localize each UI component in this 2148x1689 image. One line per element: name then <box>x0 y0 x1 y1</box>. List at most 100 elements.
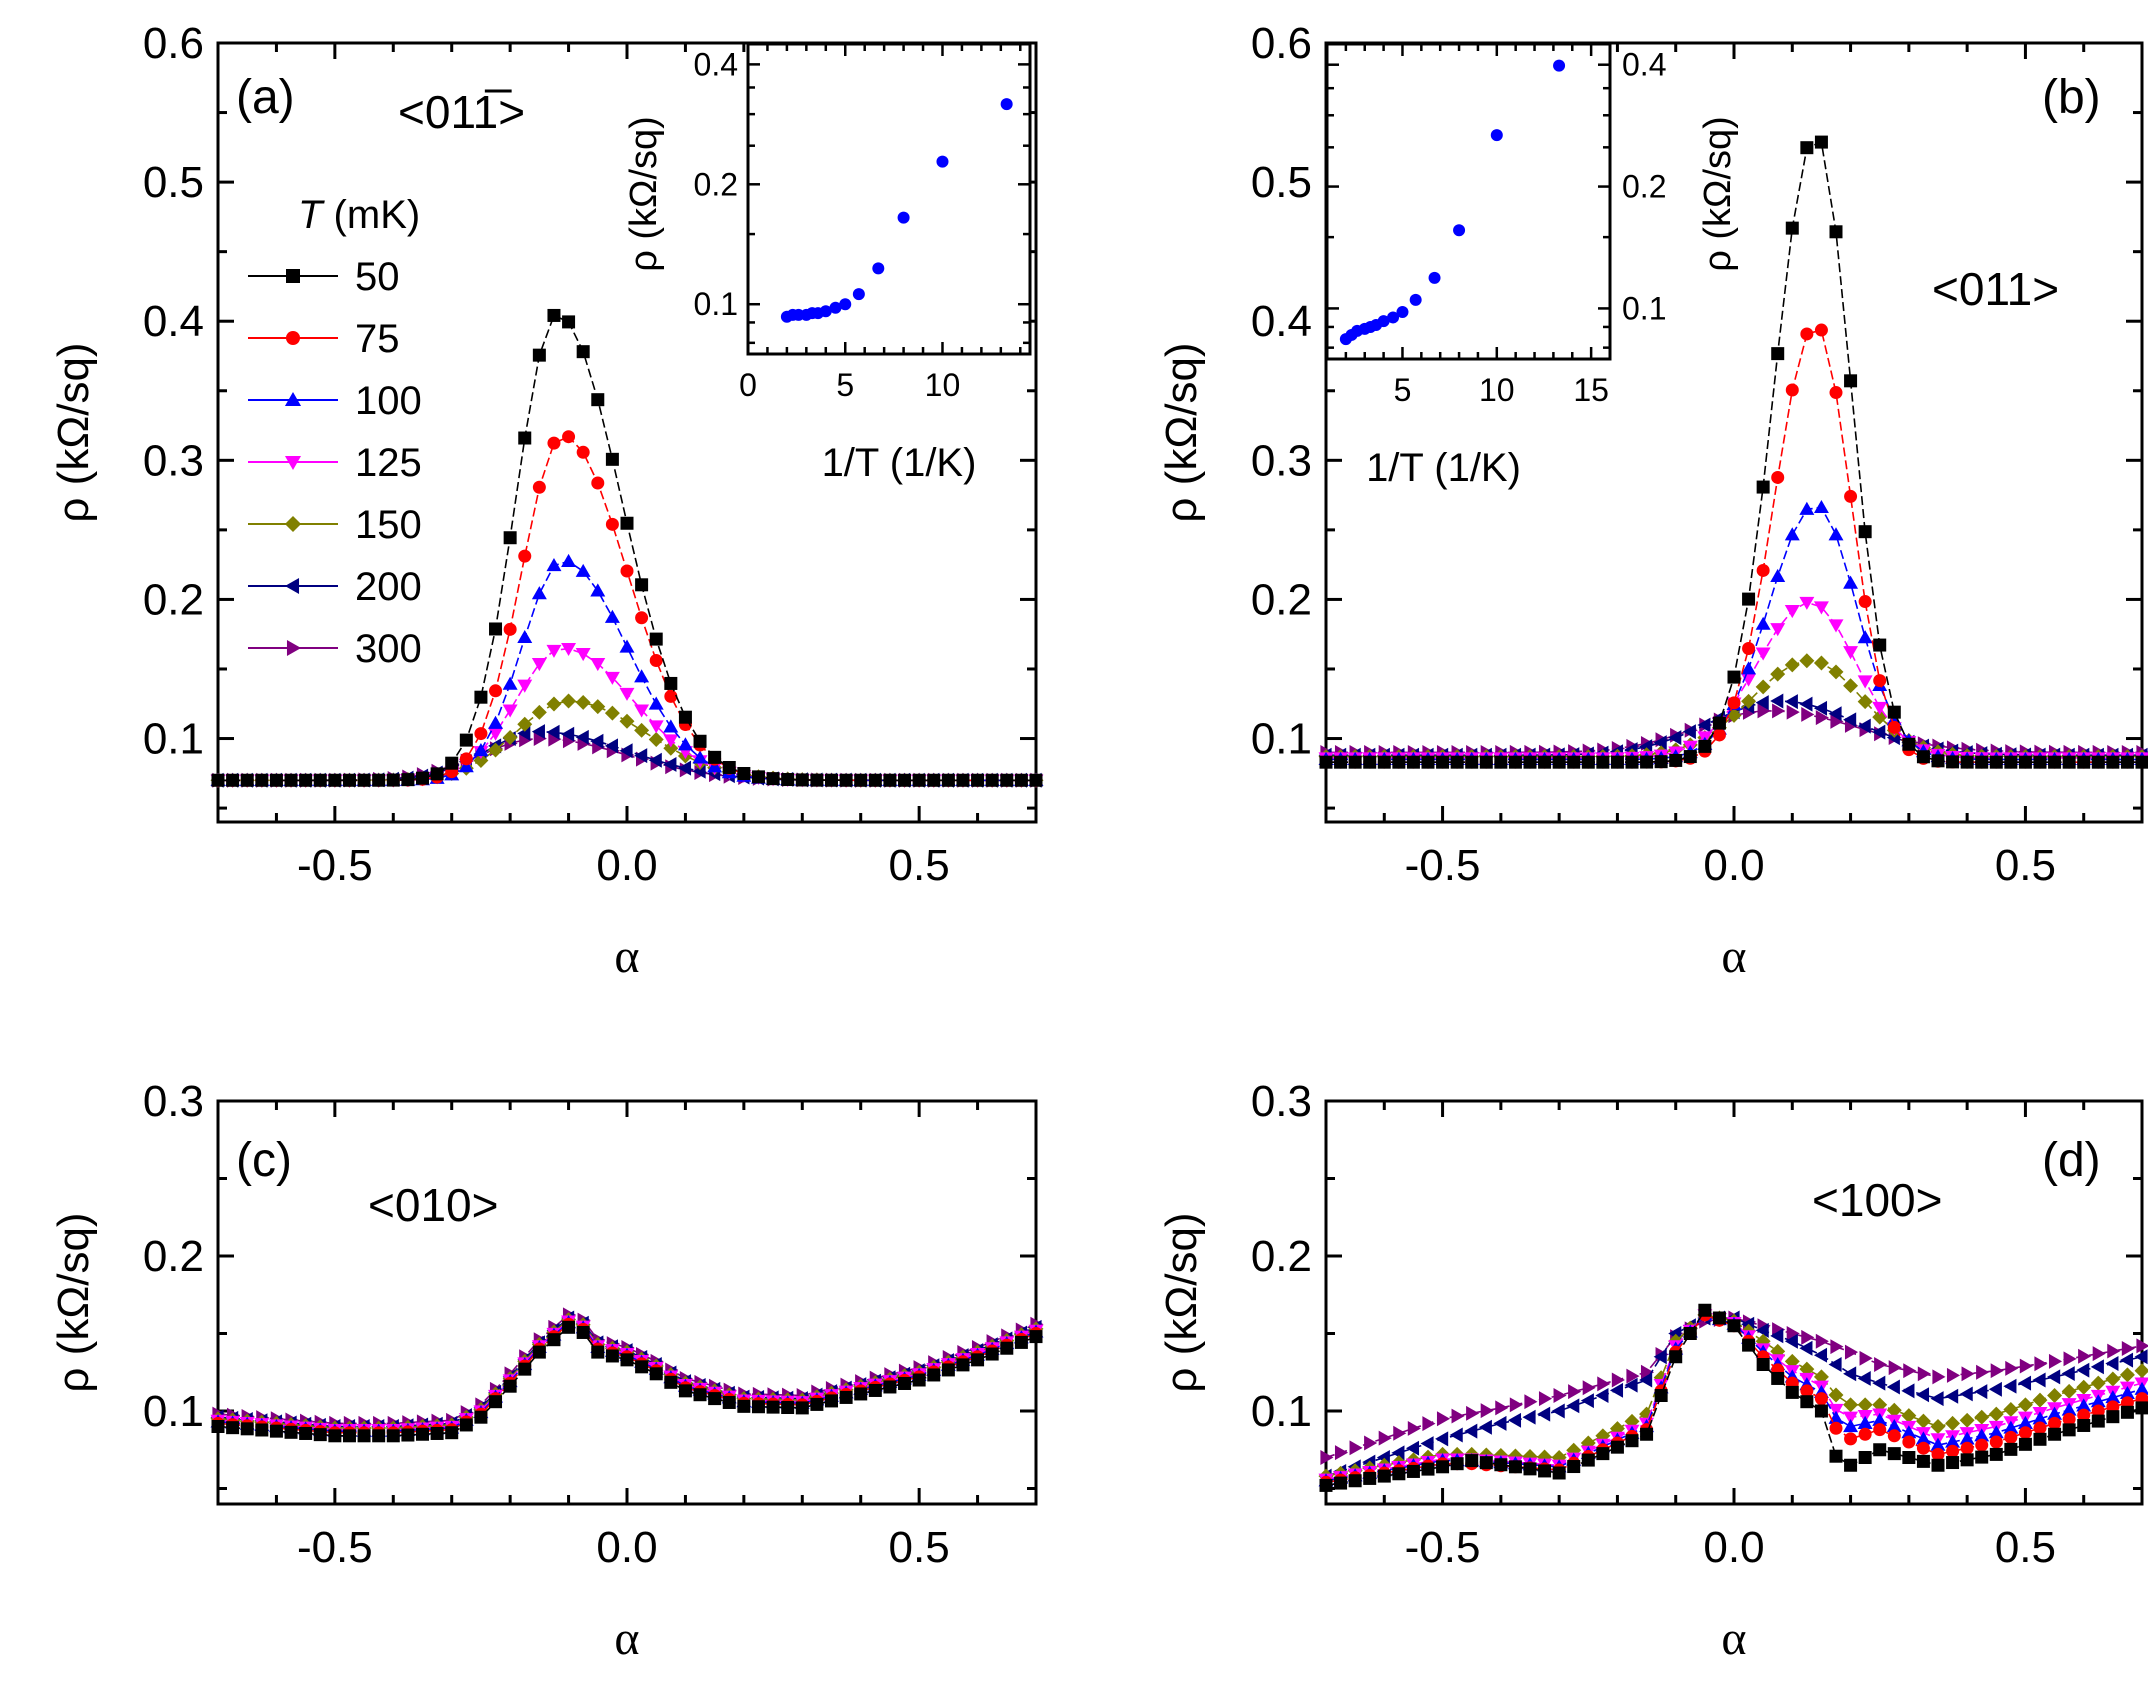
data-point <box>502 676 518 690</box>
series-50 <box>1319 1303 2148 1492</box>
data-point <box>1932 1369 1946 1385</box>
data-point <box>1624 1377 1638 1393</box>
data-point <box>1931 754 1945 768</box>
data-point <box>503 622 517 636</box>
inset-data-point <box>936 155 949 168</box>
data-point <box>1844 1458 1858 1472</box>
legend-marker <box>284 391 302 407</box>
legend-marker <box>286 269 300 283</box>
data-point <box>1974 1428 1990 1442</box>
data-point <box>1436 1411 1451 1427</box>
data-point <box>1407 1420 1421 1436</box>
data-point <box>1698 1303 1712 1317</box>
data-point <box>1755 695 1769 711</box>
data-point <box>1495 1400 1509 1416</box>
data-point <box>2017 1397 2033 1413</box>
data-point <box>1522 1409 1536 1425</box>
data-point <box>1976 1364 1990 1380</box>
data-point <box>1915 1431 1931 1445</box>
legend-item-150: 150 <box>248 503 422 547</box>
data-point <box>1755 647 1771 661</box>
data-point <box>2004 1442 2018 1456</box>
data-point <box>2076 1362 2090 1378</box>
data-point <box>1596 755 1610 769</box>
data-point <box>1886 1419 1902 1433</box>
inset-x-tick-label: 0 <box>739 367 757 403</box>
data-point <box>2032 1372 2046 1388</box>
data-point <box>1975 755 1989 769</box>
data-point <box>2134 1349 2148 1365</box>
x-tick-label: -0.5 <box>297 841 373 890</box>
data-point <box>1551 1403 1565 1419</box>
data-point <box>1930 1419 1946 1434</box>
data-point <box>562 430 576 444</box>
data-point <box>1872 1375 1886 1391</box>
data-point <box>357 773 371 787</box>
data-point <box>1916 750 1930 764</box>
data-point <box>1640 1364 1655 1380</box>
data-point <box>1784 605 1800 619</box>
data-point <box>401 1428 415 1442</box>
data-point <box>1741 693 1757 709</box>
data-point <box>737 766 751 780</box>
data-point <box>1712 728 1726 742</box>
data-point <box>649 1367 663 1381</box>
data-point <box>751 770 765 784</box>
legend-label: 150 <box>355 503 422 547</box>
legend-label: 50 <box>355 255 400 299</box>
data-point <box>795 1401 809 1415</box>
inset-data-point <box>852 288 865 301</box>
y-tick-label: 0.1 <box>143 715 204 764</box>
panel-label: (d) <box>2042 1134 2101 1187</box>
y-tick-label: 0.3 <box>1251 1077 1312 1126</box>
data-point <box>1523 755 1537 769</box>
data-point <box>1770 666 1786 682</box>
inset-data-point <box>829 301 842 314</box>
data-point <box>255 773 269 787</box>
y-tick-label: 0.6 <box>1251 19 1312 68</box>
data-point <box>1348 1474 1362 1488</box>
data-point <box>2106 1410 2120 1424</box>
data-point <box>1844 1432 1858 1446</box>
data-point <box>1405 1440 1420 1456</box>
data-point <box>533 731 547 747</box>
data-point <box>2119 1367 2135 1383</box>
data-point <box>1683 750 1697 764</box>
data-point <box>1874 1357 1888 1372</box>
data-point <box>985 1347 999 1361</box>
data-point <box>648 732 664 747</box>
data-point <box>649 632 663 646</box>
data-point <box>2034 1356 2048 1372</box>
data-point <box>825 773 838 787</box>
data-point <box>2090 1359 2104 1375</box>
data-point <box>2091 1404 2105 1418</box>
data-point <box>1000 773 1014 787</box>
data-point <box>401 773 415 787</box>
data-point <box>1784 1333 1798 1349</box>
x-tick-label: 0.0 <box>596 841 657 890</box>
data-point <box>1478 1419 1492 1435</box>
data-point <box>2105 1390 2121 1404</box>
data-point <box>575 563 591 577</box>
data-point <box>445 1426 459 1440</box>
data-point <box>1887 1429 1901 1443</box>
data-point <box>2077 1408 2091 1422</box>
inset-x-tick-label: 10 <box>925 367 961 403</box>
y-axis-ticks <box>218 1099 1036 1490</box>
data-point <box>1901 1383 1915 1399</box>
data-point <box>416 771 429 785</box>
data-point <box>620 564 634 578</box>
data-point <box>1888 1360 1902 1376</box>
data-point <box>1625 1434 1639 1448</box>
data-point <box>1859 1350 1873 1366</box>
x-tick-label: -0.5 <box>1405 841 1481 890</box>
data-point <box>2018 1437 2032 1451</box>
data-point <box>2076 1398 2092 1412</box>
data-point <box>1813 499 1829 514</box>
data-point <box>781 1401 795 1415</box>
data-point <box>1799 501 1815 515</box>
data-point <box>1596 1447 1610 1461</box>
data-point <box>531 724 545 740</box>
data-point <box>576 345 590 359</box>
data-point <box>2033 1432 2047 1446</box>
